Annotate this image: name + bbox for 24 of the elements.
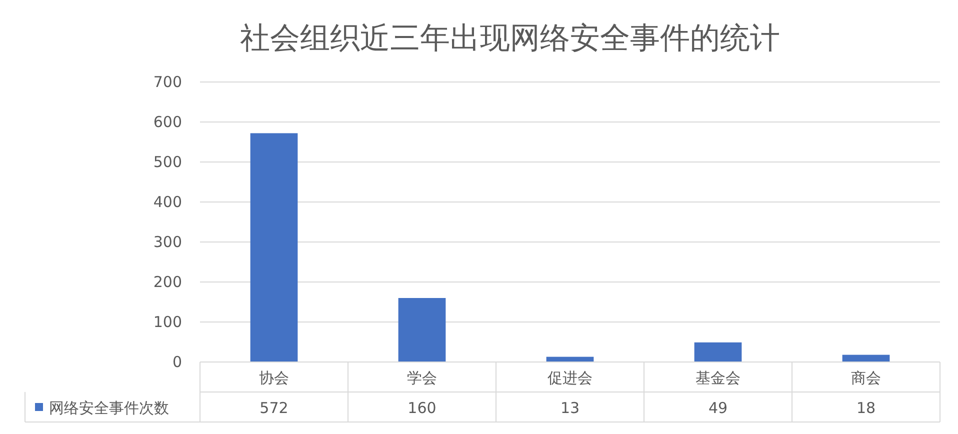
bar (398, 298, 446, 362)
x-tick-label: 学会 (407, 369, 437, 387)
y-tick-label: 400 (153, 193, 182, 211)
y-tick-label: 200 (153, 273, 182, 291)
data-label: 160 (408, 399, 436, 417)
x-tick-label: 协会 (259, 369, 289, 387)
x-tick-label: 基金会 (696, 369, 740, 387)
data-label: 49 (708, 399, 728, 417)
y-tick-label: 300 (153, 233, 182, 251)
y-tick-label: 500 (153, 153, 182, 171)
chart-title: 社会组织近三年出现网络安全事件的统计 (240, 21, 780, 56)
data-label: 18 (856, 399, 876, 417)
y-tick-label: 600 (153, 113, 182, 131)
legend-label: 网络安全事件次数 (49, 399, 169, 417)
x-tick-label: 促进会 (548, 369, 592, 387)
bar (694, 342, 742, 362)
data-label: 13 (560, 399, 580, 417)
bar (842, 354, 890, 362)
x-tick-label: 商会 (851, 369, 881, 387)
data-label: 572 (260, 399, 288, 417)
y-tick-label: 0 (172, 353, 182, 371)
y-tick-label: 700 (153, 73, 182, 91)
y-tick-label: 100 (153, 313, 182, 331)
bar (250, 133, 298, 362)
